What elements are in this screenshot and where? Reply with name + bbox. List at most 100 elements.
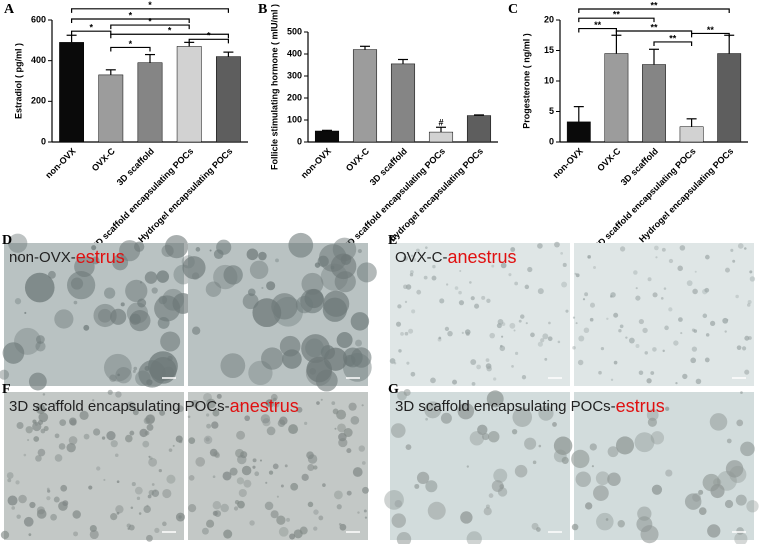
significance-bracket — [110, 24, 190, 30]
cell — [665, 469, 673, 477]
cell — [133, 241, 145, 252]
cell — [469, 281, 472, 284]
cell — [212, 475, 216, 479]
cell — [409, 272, 414, 277]
cell — [536, 527, 541, 532]
cell — [452, 379, 458, 385]
cell — [191, 400, 199, 408]
cell — [243, 479, 252, 488]
significance-bracket — [110, 46, 151, 52]
cell — [491, 480, 504, 492]
cell — [103, 353, 132, 382]
error-bar — [223, 51, 234, 57]
cell — [106, 431, 116, 441]
cell — [736, 345, 742, 350]
cell — [220, 353, 246, 379]
cell — [114, 453, 119, 458]
cell — [188, 474, 195, 481]
cell — [596, 512, 614, 531]
cell — [358, 445, 365, 452]
cell — [737, 243, 744, 249]
cell — [404, 331, 409, 336]
cell — [306, 451, 314, 460]
significance-label: * — [89, 23, 93, 33]
cell — [698, 507, 707, 515]
significance-bracket — [188, 38, 229, 44]
cell — [93, 428, 101, 436]
cell — [222, 471, 232, 481]
cell — [485, 358, 490, 362]
cell — [14, 298, 22, 305]
cell — [744, 369, 750, 375]
cell — [290, 482, 299, 491]
cell — [677, 265, 683, 272]
cell — [638, 370, 644, 375]
cell — [356, 262, 377, 283]
cell — [444, 326, 450, 331]
cell — [6, 472, 14, 479]
cell — [195, 457, 206, 467]
cell — [416, 471, 430, 485]
cell — [613, 360, 618, 365]
cell — [488, 430, 500, 443]
cell — [16, 256, 21, 261]
cell — [514, 464, 528, 478]
cell — [236, 430, 246, 440]
cell — [307, 501, 314, 508]
y-axis-label: Estradiol ( pg/ml ) — [13, 43, 23, 119]
cell — [188, 437, 196, 444]
cell — [241, 465, 252, 476]
cell — [605, 518, 609, 521]
cell — [678, 317, 683, 322]
cell — [188, 504, 197, 513]
cell — [589, 302, 596, 308]
cell — [412, 257, 417, 262]
cell — [104, 287, 116, 299]
cell — [162, 521, 167, 527]
cell — [146, 379, 153, 386]
error-bar — [436, 126, 446, 133]
cell — [741, 346, 747, 351]
cell — [148, 457, 158, 467]
cell — [36, 506, 45, 515]
cell — [151, 287, 158, 294]
cell — [115, 505, 124, 514]
cell — [187, 415, 191, 419]
cell — [660, 297, 664, 300]
cell — [23, 453, 27, 457]
x-tick-label: OVX-C — [344, 146, 372, 174]
bar — [679, 126, 704, 143]
cell — [705, 333, 710, 337]
bar — [59, 42, 85, 143]
cell — [397, 390, 407, 401]
cell — [722, 317, 729, 324]
cell — [162, 488, 172, 499]
cell — [679, 245, 686, 251]
cell — [598, 370, 602, 375]
cell — [238, 488, 247, 498]
cell — [160, 331, 181, 352]
cell — [470, 296, 475, 301]
cell — [172, 444, 175, 447]
cell — [288, 232, 314, 258]
cell — [363, 509, 367, 513]
cell — [410, 371, 416, 377]
bar — [176, 46, 202, 143]
cell — [635, 287, 638, 290]
cell — [16, 514, 21, 519]
cell — [464, 329, 471, 335]
cell — [125, 279, 148, 303]
cell — [634, 432, 655, 453]
cell — [146, 504, 149, 507]
cell — [454, 286, 459, 290]
cell — [589, 443, 597, 451]
cell — [115, 391, 122, 398]
significance-label: * — [168, 26, 172, 36]
cell — [259, 459, 263, 462]
y-tick-label: 400 — [287, 48, 302, 58]
x-tick-label: 3D scaffold — [115, 146, 156, 187]
panel-letter: E — [388, 233, 397, 248]
cell — [400, 331, 404, 336]
cell — [166, 474, 176, 484]
cell — [158, 468, 162, 473]
